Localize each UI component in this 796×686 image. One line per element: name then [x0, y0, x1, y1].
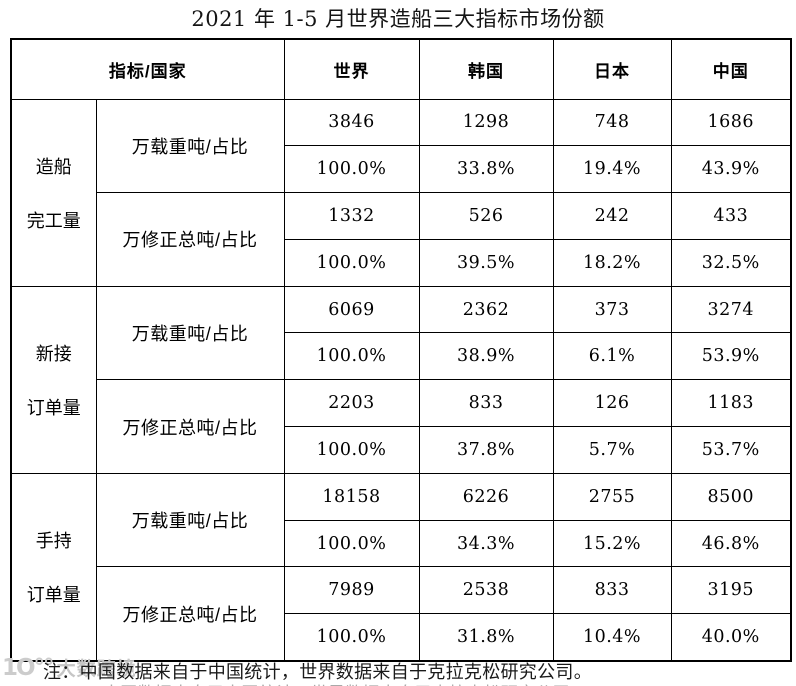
share-cell: 18.2%: [552, 238, 672, 287]
table-row: 新接 订单量 万载重吨/占比 6069 2362 373 3274: [10, 285, 792, 474]
header-row: 指标/国家 世界 韩国 日本 中国: [10, 38, 792, 100]
share-cell: 100.0%: [283, 426, 420, 474]
value-cell: 1298: [418, 98, 554, 147]
source-note: 注：中国数据来自于中国统计，世界数据来自于克拉克松研究公司。: [43, 662, 592, 682]
watermark-text: 大数跨境: [56, 659, 137, 680]
value-cell: 833: [418, 379, 554, 428]
section-label-line: 订单量: [26, 397, 81, 418]
share-cell: 37.8%: [418, 426, 554, 474]
value-cell: 6069: [283, 285, 420, 334]
column-header-japan: 日本: [552, 38, 672, 100]
share-cell: 40.0%: [670, 613, 792, 662]
value-cell: 433: [670, 192, 792, 240]
metric-label-cgt: 万修正总吨/占比: [95, 379, 285, 474]
section-label-orderbook: 手持 订单量: [10, 472, 97, 662]
share-cell: 19.4%: [552, 145, 672, 194]
value-cell: 6226: [418, 472, 554, 521]
share-cell: 100.0%: [283, 145, 420, 194]
share-cell: 100.0%: [283, 238, 420, 287]
table-row: 手持 订单量 万载重吨/占比 18158 6226 2755 8500: [10, 472, 792, 662]
table-row: 100.0% 39.5% 18.2% 32.5%: [11, 238, 792, 287]
metric-label-cgt: 万修正总吨/占比: [95, 192, 285, 287]
market-share-table: 指标/国家 世界 韩国 日本 中国 造船 完工量 万载重吨/占比 3846 12…: [10, 38, 793, 662]
value-cell: 126: [552, 379, 672, 428]
value-cell: 748: [552, 98, 672, 147]
value-cell: 526: [418, 192, 554, 240]
section-label-new-orders: 新接 订单量: [10, 285, 97, 474]
metric-label-cgt: 万修正总吨/占比: [95, 566, 285, 662]
table-row: 100.0% 31.8% 10.4% 40.0%: [11, 613, 792, 662]
value-cell: 7989: [283, 566, 420, 615]
section-label-completions: 造船 完工量: [10, 98, 97, 287]
value-cell: 373: [552, 285, 672, 334]
share-cell: 33.8%: [418, 145, 554, 194]
table-row: 100.0% 37.8% 5.7% 53.7%: [11, 426, 792, 474]
watermark-10100-logo-icon: 1O°°: [2, 654, 55, 681]
share-cell: 32.5%: [670, 238, 792, 287]
metric-label-dwt: 万载重吨/占比: [95, 285, 285, 381]
watermark: 1O°° 大数跨境: [2, 654, 137, 681]
value-cell: 8500: [670, 472, 792, 521]
share-cell: 100.0%: [283, 613, 420, 662]
corner-header: 指标/国家: [10, 38, 285, 100]
value-cell: 3846: [283, 98, 420, 147]
share-cell: 100.0%: [283, 332, 420, 381]
table-row: 万修正总吨/占比 7989 2538 833 3195: [11, 566, 792, 662]
value-cell: 2538: [418, 566, 554, 615]
share-cell: 6.1%: [552, 332, 672, 381]
share-cell: 34.3%: [418, 519, 554, 568]
value-cell: 3195: [670, 566, 792, 615]
value-cell: 1332: [283, 192, 420, 240]
share-cell: 53.7%: [670, 426, 792, 474]
share-cell: 10.4%: [552, 613, 672, 662]
metric-label-dwt: 万载重吨/占比: [95, 472, 285, 568]
section-label-line: 造船: [35, 156, 72, 177]
clipped-ghost-text-line: 中国数据来自于中国统计，世界数据来自于克拉克松研究公司。: [103, 679, 663, 686]
value-cell: 1686: [670, 98, 792, 147]
column-header-korea: 韩国: [418, 38, 554, 100]
column-header-world: 世界: [283, 38, 420, 100]
section-label-line: 完工量: [26, 210, 81, 231]
value-cell: 1183: [670, 379, 792, 428]
table-row: 100.0% 38.9% 6.1% 53.9%: [11, 332, 792, 381]
share-cell: 100.0%: [283, 519, 420, 568]
column-header-china: 中国: [670, 38, 792, 100]
value-cell: 833: [552, 566, 672, 615]
section-label-line: 手持: [35, 530, 72, 551]
value-cell: 2755: [552, 472, 672, 521]
value-cell: 2203: [283, 379, 420, 428]
share-cell: 31.8%: [418, 613, 554, 662]
page-title: 2021 年 1-5 月世界造船三大指标市场份额: [191, 7, 605, 31]
share-cell: 38.9%: [418, 332, 554, 381]
value-cell: 3274: [670, 285, 792, 334]
section-label-line: 订单量: [26, 584, 81, 605]
table-row: 万修正总吨/占比 2203 833 126 1183: [11, 379, 792, 474]
share-cell: 53.9%: [670, 332, 792, 381]
share-cell: 5.7%: [552, 426, 672, 474]
share-cell: 39.5%: [418, 238, 554, 287]
value-cell: 2362: [418, 285, 554, 334]
section-label-line: 新接: [35, 343, 72, 364]
table-row: 万修正总吨/占比 1332 526 242 433: [11, 192, 792, 287]
share-cell: 43.9%: [670, 145, 792, 194]
table-row: 造船 完工量 万载重吨/占比 3846 1298 748 1686: [10, 98, 792, 287]
table-row: 100.0% 34.3% 15.2% 46.8%: [11, 519, 792, 568]
share-cell: 15.2%: [552, 519, 672, 568]
value-cell: 242: [552, 192, 672, 240]
value-cell: 18158: [283, 472, 420, 521]
metric-label-dwt: 万载重吨/占比: [95, 98, 285, 194]
table-row: 100.0% 33.8% 19.4% 43.9%: [11, 145, 792, 194]
share-cell: 46.8%: [670, 519, 792, 568]
